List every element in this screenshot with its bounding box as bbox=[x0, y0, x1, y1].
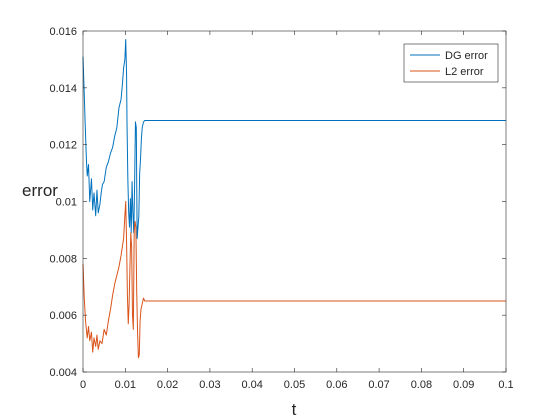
y-tick-label: 0.006 bbox=[49, 310, 77, 322]
series-line-1 bbox=[82, 39, 506, 239]
y-tick-label: 0.008 bbox=[49, 253, 77, 265]
x-tick-label: 0 bbox=[80, 379, 86, 391]
x-tick-label: 0.01 bbox=[115, 379, 136, 391]
plot-area bbox=[83, 31, 506, 372]
series-line-2 bbox=[82, 201, 506, 359]
x-tick-label: 0.04 bbox=[241, 379, 262, 391]
x-tick-label: 0.03 bbox=[199, 379, 220, 391]
y-tick-label: 0.01 bbox=[56, 197, 77, 209]
y-axis-label: error bbox=[22, 181, 58, 200]
legend: DG error L2 error bbox=[403, 43, 499, 83]
legend-label-2: L2 error bbox=[445, 66, 484, 78]
y-tick-label: 0.004 bbox=[49, 367, 77, 379]
x-axis-label: t bbox=[292, 400, 297, 419]
y-tick-label: 0.014 bbox=[49, 83, 77, 95]
y-tick-label: 0.016 bbox=[49, 26, 77, 38]
legend-label-1: DG error bbox=[445, 50, 488, 62]
y-tick-layer: 0.004 0.006 0.008 0.01 0.012 0.014 0.016 bbox=[49, 26, 506, 379]
x-tick-label: 0.09 bbox=[453, 379, 474, 391]
series-layer bbox=[82, 39, 506, 359]
x-tick-label: 0.1 bbox=[498, 379, 513, 391]
legend-box bbox=[403, 43, 499, 83]
x-tick-label: 0.08 bbox=[411, 379, 432, 391]
x-tick-layer: 0 0.01 0.02 0.03 0.04 0.05 0.06 0.07 0.08 0.09 0.1 bbox=[80, 31, 514, 391]
y-tick-label: 0.012 bbox=[49, 140, 77, 152]
x-tick-label: 0.02 bbox=[157, 379, 178, 391]
x-tick-label: 0.05 bbox=[284, 379, 305, 391]
x-tick-label: 0.06 bbox=[326, 379, 347, 391]
x-tick-label: 0.07 bbox=[368, 379, 389, 391]
